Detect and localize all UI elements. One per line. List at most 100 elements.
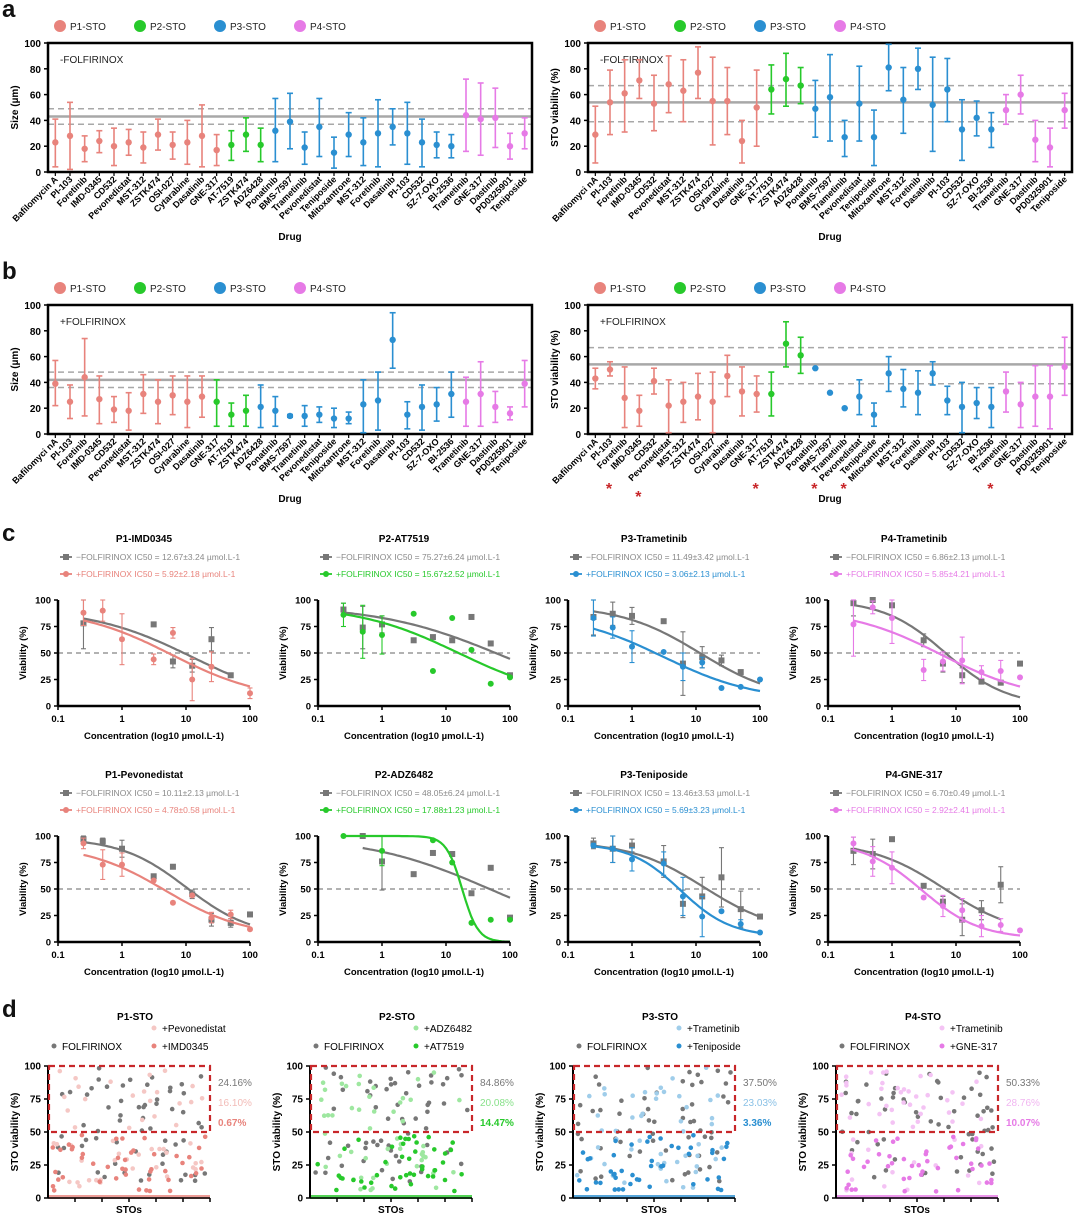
y-tick-label: 50: [40, 885, 51, 896]
panel-label-d: d: [2, 996, 17, 1023]
data-point: [621, 90, 628, 97]
sto-point: [950, 1119, 955, 1124]
sto-point: [645, 1139, 650, 1144]
chart-c-p3-teniposide: P3-Teniposide −FOLFIRINOX IC50 = 13.46±3.…: [528, 770, 768, 978]
data-point-circle: [429, 837, 436, 844]
sto-point: [593, 1176, 598, 1181]
y-tick-label: 25: [550, 675, 561, 686]
data-point-circle: [487, 916, 494, 923]
sto-point: [373, 1105, 379, 1110]
data-point-square: [737, 906, 744, 913]
sto-point: [429, 1080, 434, 1085]
data-point: [958, 126, 966, 133]
sto-point: [658, 1151, 664, 1157]
x-tick-label: 0.1: [821, 714, 835, 725]
sto-point: [613, 1175, 618, 1181]
fit-curve: [593, 627, 761, 693]
sto-point: [951, 1134, 956, 1140]
data-point-circle: [757, 929, 763, 936]
x-tick-label: 0.1: [311, 714, 325, 725]
y-tick-label: 60: [30, 91, 42, 102]
data-point: [228, 411, 235, 418]
y-tick-label: 75: [40, 622, 51, 633]
sto-point: [383, 1159, 388, 1165]
legend-label: −FOLFIRINOX IC50 = 6.70±0.49 µmol.L-1: [846, 788, 1006, 798]
sto-point: [414, 1140, 419, 1145]
x-axis-label: STOs: [116, 1205, 142, 1213]
sto-point: [80, 1151, 86, 1157]
sto-point: [167, 1188, 173, 1194]
sto-point: [188, 1173, 194, 1179]
sto-point: [148, 1126, 153, 1131]
percentage-label: 84.86%: [480, 1078, 514, 1089]
y-tick-label: 100: [35, 596, 51, 607]
legend-marker-square: [63, 554, 69, 560]
data-point: [506, 143, 514, 150]
data-point-circle: [80, 840, 87, 847]
sto-point: [61, 1145, 67, 1151]
sto-point: [399, 1154, 405, 1160]
x-axis-label: STOs: [641, 1205, 667, 1213]
data-point-circle: [718, 908, 725, 915]
sto-point: [955, 1187, 961, 1193]
data-point-circle: [1017, 674, 1023, 681]
sto-point: [843, 1090, 848, 1096]
data-point: [929, 101, 936, 109]
data-point: [521, 380, 528, 387]
legend-text: FOLFIRINOX IC50 = 11.49±3.42 µmol.L-1: [591, 552, 750, 562]
sto-point: [865, 1159, 870, 1164]
sto-point: [415, 1076, 421, 1082]
sto-point: [426, 1134, 431, 1140]
sto-point: [699, 1079, 704, 1085]
x-axis-label: Concentration (log10 µmol.L-1): [84, 967, 224, 978]
legend-sign: +: [76, 569, 81, 579]
data-point: [797, 352, 804, 359]
sto-point: [875, 1142, 880, 1147]
data-point: [477, 390, 484, 398]
data-point-square: [468, 890, 475, 897]
data-point: [448, 390, 455, 398]
sto-point: [850, 1156, 856, 1162]
sto-point: [669, 1143, 674, 1149]
data-point: [345, 131, 352, 138]
data-point: [1032, 393, 1039, 400]
data-point: [885, 370, 892, 377]
sto-point: [356, 1081, 362, 1087]
sto-point: [710, 1147, 715, 1153]
data-point-circle: [920, 894, 927, 901]
data-point-square: [997, 881, 1004, 888]
sto-point: [338, 1074, 344, 1080]
sto-point: [368, 1187, 373, 1193]
chart-title: P1-IMD0345: [116, 534, 173, 545]
sto-point: [400, 1118, 406, 1124]
sto-point: [160, 1152, 166, 1157]
sto-point: [83, 1137, 89, 1143]
sto-point: [73, 1076, 78, 1081]
data-point-square: [119, 845, 125, 852]
y-axis-label: Viability (%): [18, 626, 29, 680]
sto-point: [725, 1140, 730, 1146]
y-tick-label: 0: [823, 1194, 829, 1205]
legend-marker-folfirinox: [313, 1043, 319, 1049]
chart-title: P2-ADZ6482: [375, 770, 434, 781]
sto-point: [420, 1164, 425, 1169]
sto-point: [969, 1086, 974, 1091]
legend-text: FOLFIRINOX IC50 = 10.11±2.13 µmol.L-1: [81, 788, 240, 798]
data-point: [768, 390, 775, 398]
data-point: [52, 380, 59, 387]
percentage-label: 3.36%: [743, 1118, 771, 1129]
x-tick-label: 0.1: [561, 950, 575, 961]
data-point: [492, 403, 499, 411]
data-point: [914, 65, 922, 73]
sto-point: [690, 1082, 695, 1088]
sto-point: [90, 1161, 96, 1166]
legend-sign: −: [586, 788, 591, 798]
sto-point: [936, 1122, 941, 1127]
sto-point: [880, 1080, 885, 1086]
data-point: [738, 137, 746, 145]
sto-point: [430, 1174, 436, 1179]
sto-point: [65, 1108, 70, 1113]
y-tick-label: 100: [286, 1062, 303, 1073]
sto-point: [340, 1087, 346, 1093]
sto-point: [142, 1102, 148, 1108]
